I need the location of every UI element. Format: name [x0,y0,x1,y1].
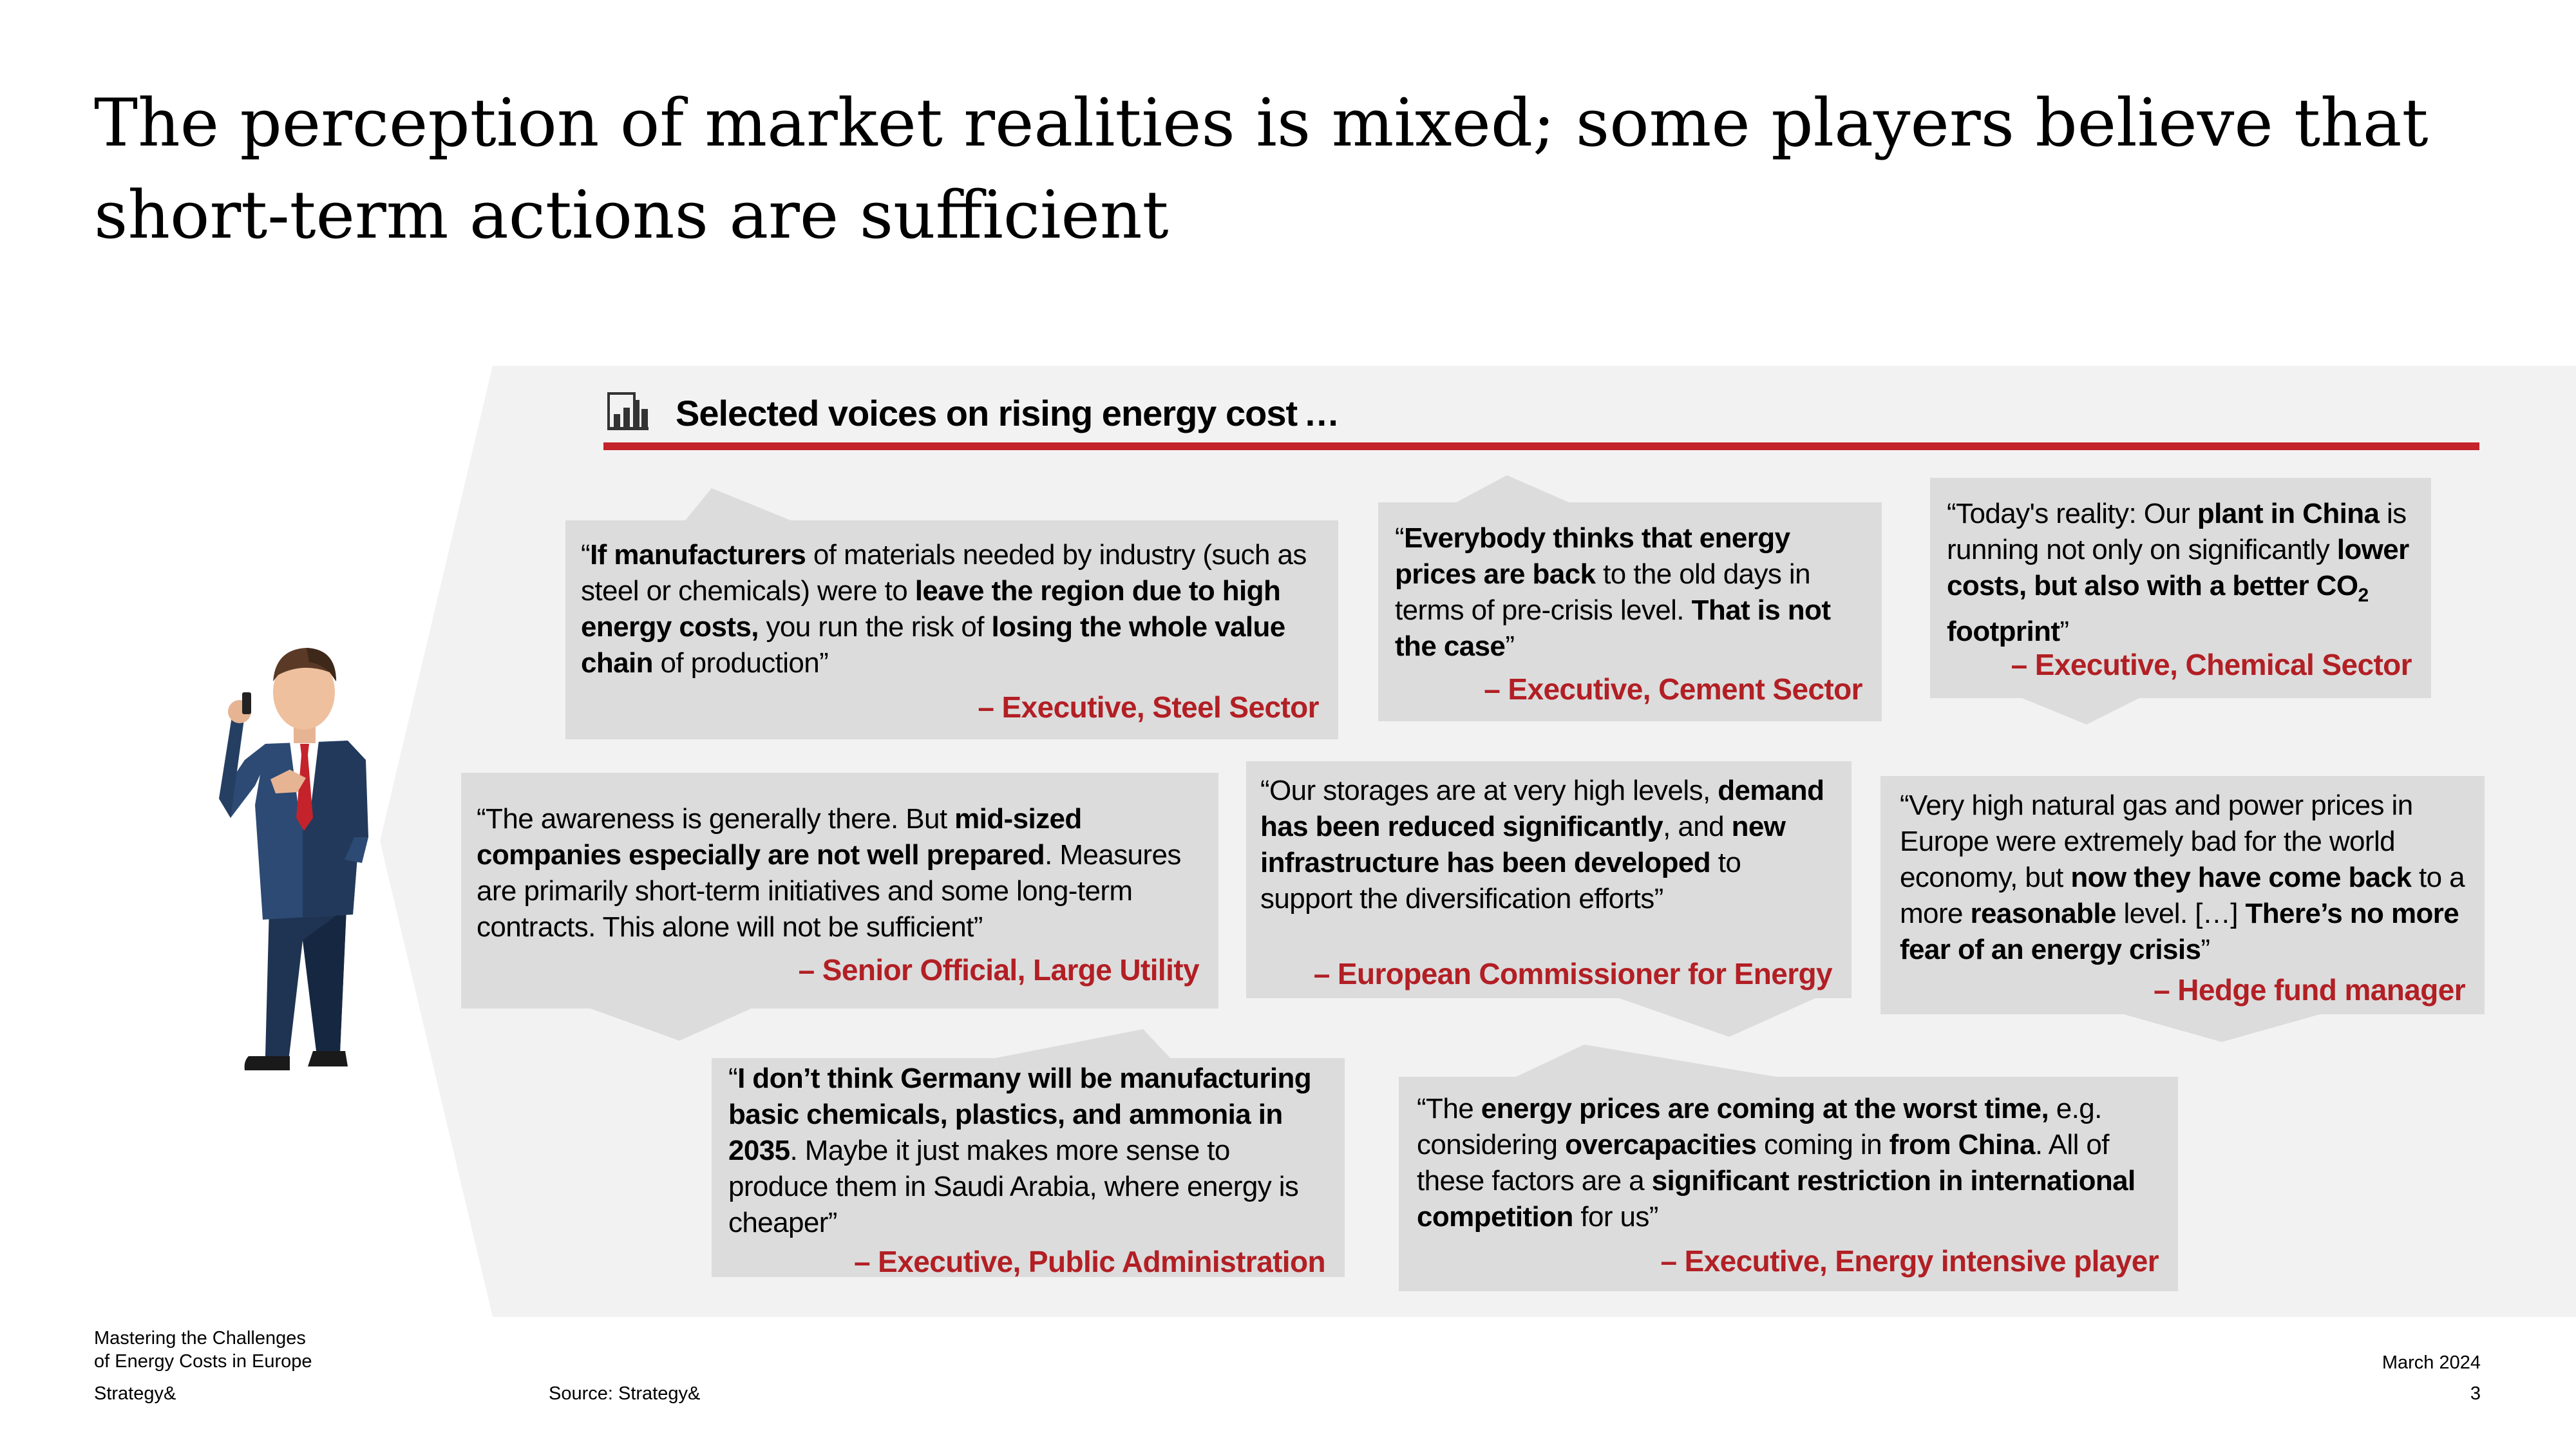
quote-segment: e.g. considering [1417,1093,2102,1160]
quote-emphasis: Everybody thinks that energy prices are … [1395,522,1790,590]
quote-emphasis: 2 [2358,584,2369,606]
quote-segment: . Maybe it just makes more sense to prod… [728,1135,1299,1238]
quote-segment: to a more [1900,862,2465,929]
footer-publication: Mastering the Challenges of Energy Costs… [94,1327,312,1373]
speech-tail [2016,696,2145,724]
speech-tail [1610,995,1823,1037]
quote-emphasis: That is not the case [1395,594,1831,662]
quote-segment: . Measures are primarily short-term init… [477,839,1181,943]
quote-emphasis: I don’t think Germany will be manufactur… [728,1063,1312,1166]
quote-emphasis: leave the region due to high energy cost… [581,575,1281,643]
quote-attribution: – Executive, Cement Sector [1484,672,1862,706]
quote-segment: to the old days in terms of pre-crisis l… [1395,558,1811,626]
footer-source: Source: Strategy& [549,1383,701,1404]
quote-emphasis: There’s no more fear of an energy crisis [1900,898,2459,965]
quote-segment: of materials needed by industry (such as… [581,539,1307,607]
quote-segment: “Our storages are at very high levels, [1260,775,1718,806]
speech-tail [1449,475,1578,506]
quote-segment: for us” [1573,1201,1658,1233]
quote-emphasis: overcapacities [1565,1129,1757,1160]
quote-attribution: – Executive, Energy intensive player [1660,1244,2159,1278]
quote-text: “The energy prices are coming at the wor… [1417,1091,2164,1235]
quote-emphasis: mid-sized companies especially are not w… [477,803,1082,871]
footer-publication-line1: Mastering the Challenges [94,1328,306,1349]
quote-emphasis: reasonable [1970,898,2116,929]
quote-segment: level. […] [2116,898,2246,929]
quote-segment: “The [1417,1093,1481,1124]
quote-segment: . All of these factors are a [1417,1129,2109,1197]
quote-box-energy-intensive: “The energy prices are coming at the wor… [1399,1077,2178,1291]
quote-text: “Today's reality: Our plant in China is … [1947,496,2417,650]
section-divider [603,442,2479,450]
quote-attribution: – Executive, Chemical Sector [2011,648,2412,681]
quote-segment: “ [728,1063,738,1094]
footer-publication-line2: of Energy Costs in Europe [94,1351,312,1372]
quote-emphasis: from China [1889,1129,2036,1160]
quote-segment: “The awareness is generally there. But [477,803,955,835]
quote-segment: ” [1505,630,1515,662]
section-title: Selected voices on rising energy cost … [676,393,1340,433]
quote-box-public-administration: “I don’t think Germany will be manufactu… [712,1058,1345,1278]
bar-chart-document-icon [603,390,649,435]
quote-text: “I don’t think Germany will be manufactu… [728,1061,1327,1241]
quote-segment: ” [2201,934,2210,965]
quote-emphasis: significant restriction in international… [1417,1165,2136,1233]
quote-text: “Everybody thinks that energy prices are… [1395,520,1871,665]
quote-segment: you run the risk of [758,611,992,643]
footer-date: March 2024 [2382,1352,2481,1373]
quote-attribution: – Executive, Public Administration [854,1245,1326,1278]
quote-text: “The awareness is generally there. But m… [477,801,1204,945]
quote-box-commissioner: “Our storages are at very high levels, d… [1246,761,1852,998]
quote-attribution: – Senior Official, Large Utility [798,953,1200,987]
quote-text: “Our storages are at very high levels, d… [1260,773,1840,917]
quote-emphasis: demand has been reduced significantly [1260,775,1824,842]
quote-segment: coming in [1756,1129,1889,1160]
quote-box-cement: “Everybody thinks that energy prices are… [1378,502,1882,721]
quote-text: “Very high natural gas and power prices … [1900,788,2473,968]
quote-text: “If manufacturers of materials needed by… [581,537,1309,681]
quote-segment: “Today's reality: Our [1947,498,2197,529]
quote-emphasis: If manufacturers [590,539,806,571]
quote-segment: “Very high natural gas and power prices … [1900,790,2413,893]
quote-box-chemical: “Today's reality: Our plant in China is … [1930,478,2431,698]
speech-tail [2112,1011,2331,1042]
quote-attribution: – Executive, Steel Sector [978,690,1319,724]
speech-tail [683,488,799,524]
quote-segment: , and [1663,811,1732,842]
quote-segment: ” [2060,615,2069,647]
speech-tail [1513,1045,1784,1078]
section-header: Selected voices on rising energy cost … [603,383,2479,451]
quote-box-steel: “If manufacturers of materials needed by… [565,520,1338,739]
quote-emphasis: plant in China [2197,498,2380,529]
speech-tail [580,1005,760,1041]
quote-emphasis: losing the whole value chain [581,611,1285,679]
quote-segment: is running not only on significantly [1947,498,2407,565]
quote-emphasis: footprint [1947,615,2060,647]
page-number: 3 [2470,1383,2481,1404]
footer-brand: Strategy& [94,1383,176,1404]
quote-segment: “ [581,539,591,571]
quote-segment: of production” [652,647,829,679]
quote-box-utility: “The awareness is generally there. But m… [461,773,1218,1009]
quote-segment: to support the diversification efforts” [1260,847,1741,914]
quote-emphasis: now they have come back [2070,862,2412,893]
speech-tail [985,1029,1172,1060]
quote-emphasis: new infrastructure has been developed [1260,811,1786,878]
quote-emphasis: energy prices are coming at the worst ti… [1481,1093,2049,1124]
quote-emphasis: lower costs, but also with a better CO [1947,534,2409,601]
quote-attribution: – Hedge fund manager [2154,973,2465,1007]
page-title: The perception of market realities is mi… [94,85,2429,254]
businessman-on-phone-icon [193,605,412,1108]
quote-box-hedge-fund: “Very high natural gas and power prices … [1880,776,2485,1014]
quote-attribution: – European Commissioner for Energy [1313,957,1833,990]
quote-segment: “ [1395,522,1405,554]
